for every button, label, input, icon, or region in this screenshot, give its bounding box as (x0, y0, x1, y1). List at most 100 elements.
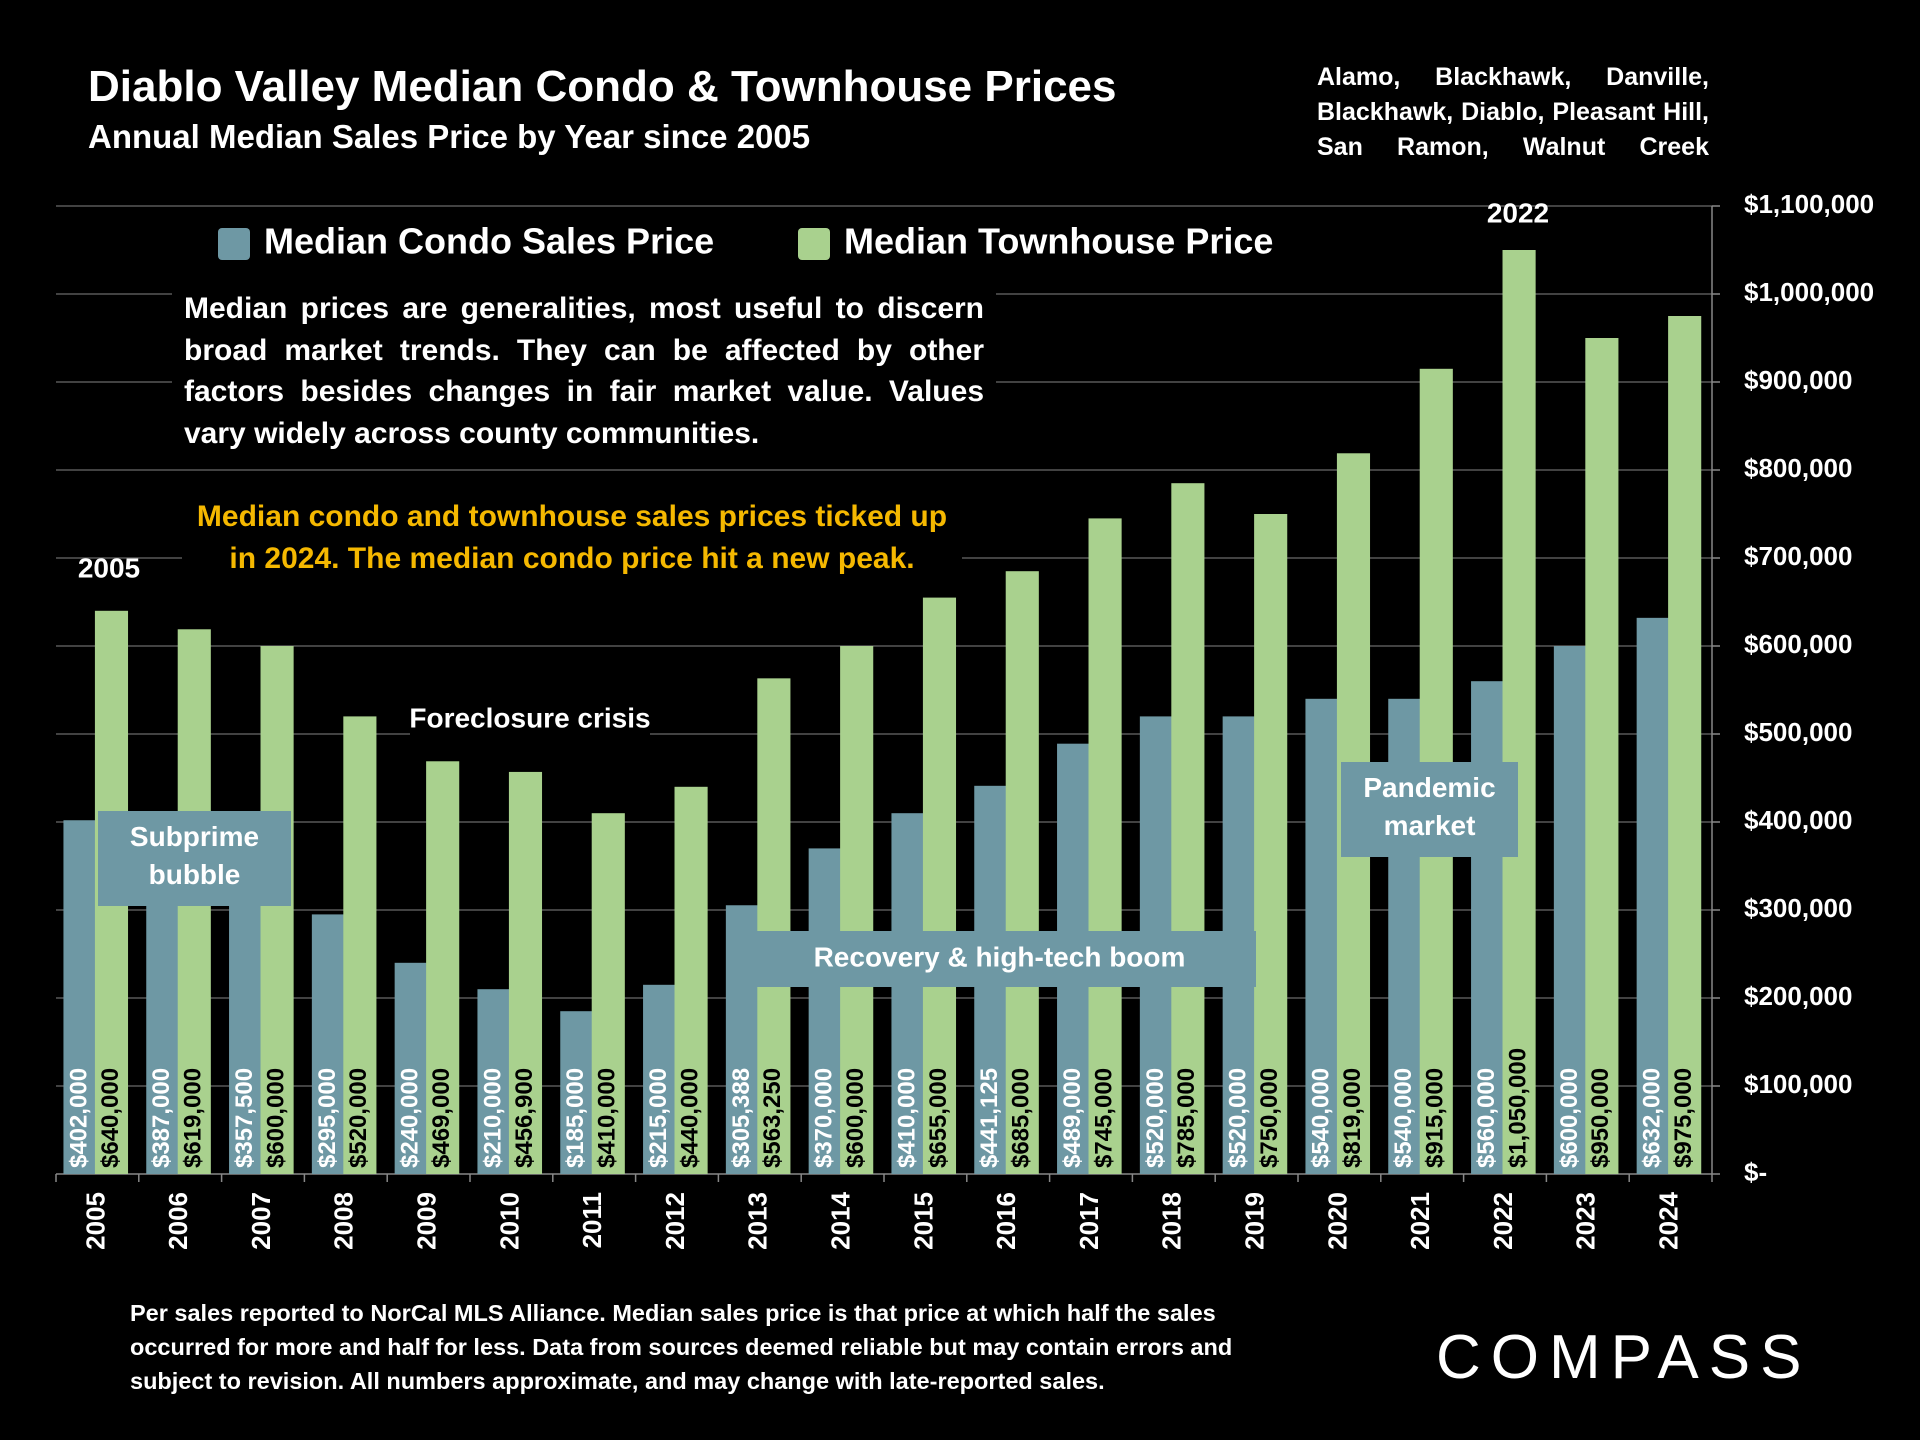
value-label: $240,000 (397, 1068, 424, 1168)
value-label: $440,000 (676, 1068, 703, 1168)
y-tick-label: $800,000 (1744, 453, 1852, 483)
bar (508, 771, 543, 1174)
value-label: $402,000 (65, 1068, 92, 1168)
value-label: $215,000 (645, 1068, 672, 1168)
value-label: $640,000 (97, 1068, 124, 1168)
value-label: $305,388 (728, 1068, 755, 1168)
value-label: $410,000 (893, 1068, 920, 1168)
bar (643, 984, 677, 1174)
bar (808, 848, 842, 1174)
bar (1668, 316, 1702, 1174)
value-label: $410,000 (594, 1068, 621, 1168)
value-label: $600,000 (262, 1068, 289, 1168)
x-tick-label: 2020 (1322, 1192, 1352, 1250)
value-label: $520,000 (345, 1068, 372, 1168)
y-tick-label: $- (1744, 1157, 1767, 1187)
annotation-box (98, 811, 291, 906)
chart-subtitle: Annual Median Sales Price by Year since … (88, 118, 811, 155)
value-label: $745,000 (1090, 1068, 1117, 1168)
footnote: Per sales reported to NorCal MLS Allianc… (130, 1300, 1233, 1394)
x-tick-label: 2017 (1074, 1192, 1104, 1250)
annotation: Recovery & high-tech boom (814, 941, 1186, 972)
value-label: $370,000 (811, 1068, 838, 1168)
value-label: $489,000 (1059, 1068, 1086, 1168)
x-tick-label: 2018 (1157, 1192, 1187, 1250)
value-label: $441,125 (976, 1068, 1003, 1168)
value-label: $915,000 (1422, 1068, 1449, 1168)
value-label: $210,000 (479, 1068, 506, 1168)
value-label: $950,000 (1587, 1068, 1614, 1168)
y-tick-label: $700,000 (1744, 541, 1852, 571)
legend-label: Median Townhouse Price (844, 221, 1273, 262)
x-tick-label: 2013 (743, 1192, 773, 1250)
cities: Alamo, Blackhawk, Danville, Blackhawk, D… (1317, 63, 1709, 161)
bar (1005, 571, 1039, 1174)
value-label: $185,000 (562, 1068, 589, 1168)
legend-swatch (218, 228, 250, 260)
value-label: $295,000 (314, 1068, 341, 1168)
value-label: $456,900 (511, 1068, 538, 1168)
bar (426, 761, 460, 1174)
value-label: $520,000 (1225, 1068, 1252, 1168)
value-label: $975,000 (1670, 1068, 1697, 1168)
bar (63, 820, 97, 1174)
value-label: $619,000 (180, 1068, 207, 1168)
value-label: $540,000 (1390, 1068, 1417, 1168)
bar (394, 962, 428, 1174)
annotation-box (743, 931, 1256, 987)
value-label: $685,000 (1008, 1068, 1035, 1168)
value-label: $632,000 (1639, 1068, 1666, 1168)
x-tick-label: 2023 (1571, 1192, 1601, 1250)
value-label: $469,000 (428, 1068, 455, 1168)
bar (1636, 617, 1670, 1174)
x-tick-label: 2015 (908, 1192, 938, 1250)
x-tick-label: 2012 (660, 1192, 690, 1250)
y-tick-label: $400,000 (1744, 805, 1852, 835)
x-tick-label: 2024 (1653, 1191, 1683, 1249)
x-tick-label: 2007 (246, 1192, 276, 1250)
y-tick-label: $600,000 (1744, 629, 1852, 659)
annotation: Foreclosure crisis (409, 702, 650, 733)
bar (1305, 698, 1339, 1174)
x-tick-label: 2011 (577, 1192, 607, 1248)
bar (260, 646, 294, 1174)
bar (757, 678, 791, 1174)
y-tick-label: $200,000 (1744, 981, 1852, 1011)
bar (922, 597, 957, 1174)
value-label: $750,000 (1256, 1068, 1283, 1168)
highlight: Median condo and townhouse sales prices … (182, 496, 962, 580)
annotation: 2022 (1487, 197, 1549, 228)
value-label: $563,250 (759, 1068, 786, 1168)
y-tick-label: $300,000 (1744, 893, 1852, 923)
chart-title: Diablo Valley Median Condo & Townhouse P… (88, 62, 1117, 111)
bar (840, 646, 874, 1174)
value-label: $819,000 (1339, 1068, 1366, 1168)
bar (229, 859, 263, 1174)
x-tick-label: 2006 (163, 1192, 193, 1250)
bar (1585, 338, 1619, 1174)
bar (1502, 250, 1536, 1174)
value-label: $1,050,000 (1504, 1048, 1531, 1168)
value-label: $520,000 (1142, 1068, 1169, 1168)
x-tick-label: 2010 (494, 1192, 524, 1250)
value-label: $785,000 (1173, 1068, 1200, 1168)
x-tick-label: 2008 (329, 1192, 359, 1250)
bar (343, 716, 377, 1174)
value-label: $357,500 (231, 1068, 258, 1168)
y-tick-label: $1,000,000 (1744, 277, 1874, 307)
x-tick-label: 2021 (1405, 1192, 1435, 1250)
annotation: 2005 (78, 552, 140, 583)
bar (674, 786, 708, 1174)
bar (891, 813, 925, 1174)
legend-swatch (798, 228, 830, 260)
value-label: $387,000 (148, 1068, 175, 1168)
bar (311, 914, 345, 1174)
annotation-box (1341, 762, 1518, 857)
annotation: Subprime bubble (130, 821, 259, 890)
bar (1254, 514, 1288, 1174)
logo: COMPASS (1436, 1323, 1812, 1392)
annotation-bg (410, 700, 650, 740)
y-tick-label: $500,000 (1744, 717, 1852, 747)
value-label: $560,000 (1473, 1068, 1500, 1168)
